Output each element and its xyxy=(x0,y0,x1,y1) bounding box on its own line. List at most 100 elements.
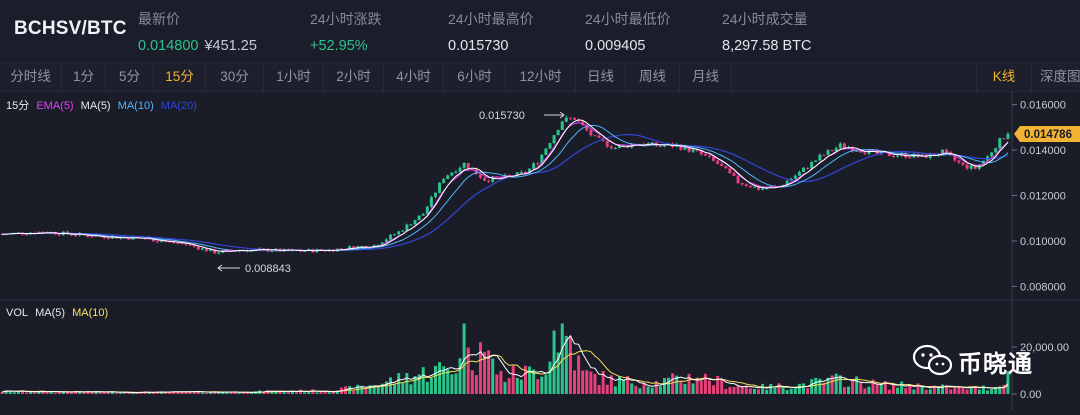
volume-bar xyxy=(180,391,184,394)
candle-body xyxy=(552,135,556,144)
candle-body xyxy=(593,135,597,137)
tab-12h[interactable]: 12小时 xyxy=(506,63,576,91)
volume-bar xyxy=(912,389,916,394)
candle-body xyxy=(438,182,442,193)
candle-body xyxy=(945,149,949,153)
candle-body xyxy=(863,152,867,154)
volume-bar xyxy=(622,379,626,394)
tab-1h[interactable]: 1小时 xyxy=(264,63,324,91)
candle-body xyxy=(830,150,834,152)
tab-kline[interactable]: K线 xyxy=(976,63,1032,91)
watermark: 币晓通 xyxy=(912,343,1033,379)
candle-body xyxy=(164,241,168,243)
legend-ma20: MA(20) xyxy=(160,100,197,112)
volume-bar xyxy=(699,380,703,394)
volume-bar xyxy=(213,391,217,394)
tab-depth-chart[interactable]: 深度图 xyxy=(1032,63,1080,91)
legend-vol-ma10: MA(10) xyxy=(72,307,109,319)
volume-bar xyxy=(846,386,850,394)
volume-bar xyxy=(528,366,532,394)
volume-bar xyxy=(16,391,20,394)
tab-weekly[interactable]: 周线 xyxy=(626,63,680,91)
volume-bar xyxy=(707,380,711,394)
volume-bar xyxy=(654,381,658,394)
candle-body xyxy=(662,145,666,147)
tab-1min[interactable]: 1分 xyxy=(62,63,106,91)
volume-bar xyxy=(217,392,221,394)
tab-timeline[interactable]: 分时线 xyxy=(0,63,62,91)
volume-bar xyxy=(368,385,372,394)
volume-bar xyxy=(589,371,593,394)
candle-body xyxy=(691,149,695,152)
tab-15min[interactable]: 15分 xyxy=(154,63,206,91)
volume-bar xyxy=(581,370,585,394)
volume-bar xyxy=(429,377,433,394)
volume-bar xyxy=(204,393,208,394)
candle-body xyxy=(147,238,151,240)
tab-30min[interactable]: 30分 xyxy=(206,63,264,91)
volume-bar xyxy=(57,391,61,394)
volume-bar xyxy=(785,390,789,394)
candle-body xyxy=(957,160,961,163)
volume-bar xyxy=(818,378,822,394)
candle-body xyxy=(577,119,581,122)
volume-bar xyxy=(474,375,478,394)
stat-label: 24小时涨跌 xyxy=(310,11,382,27)
watermark-text: 币晓通 xyxy=(958,350,1033,378)
volume-bar xyxy=(732,387,736,394)
stat-last-price: 最新价 0.014800 ¥451.25 xyxy=(138,9,257,54)
candle-body xyxy=(446,175,450,180)
chart-canvas[interactable]: 0.016000 0.014000 0.012000 0.010000 0.008000… xyxy=(0,91,1080,410)
volume-bar xyxy=(548,361,552,394)
candle-body xyxy=(585,125,589,131)
candle-body xyxy=(204,248,208,252)
candle-body xyxy=(409,224,413,226)
candle-body xyxy=(209,249,213,252)
candle-body xyxy=(86,235,90,237)
volume-bar xyxy=(646,386,650,394)
volume-bar xyxy=(507,378,511,394)
tab-monthly[interactable]: 月线 xyxy=(680,63,732,91)
volume-bar xyxy=(515,377,519,394)
candle-body xyxy=(650,142,654,144)
tab-daily[interactable]: 日线 xyxy=(576,63,626,91)
volume-bar xyxy=(834,373,838,394)
volume-bar xyxy=(511,365,515,394)
tab-5min[interactable]: 5分 xyxy=(106,63,154,91)
volume-bar xyxy=(155,392,159,394)
candle-body xyxy=(757,186,761,190)
volume-bar xyxy=(740,385,744,394)
volume-bar xyxy=(225,392,229,394)
candle-body xyxy=(859,150,863,153)
candle-body xyxy=(401,230,405,232)
volume-bar xyxy=(658,386,662,394)
candle-body xyxy=(483,177,487,181)
volume-bar xyxy=(462,323,466,394)
candle-body xyxy=(519,171,523,173)
volume-bar xyxy=(789,388,793,394)
candle-body xyxy=(961,162,965,165)
volume-bar xyxy=(691,383,695,394)
candle-body xyxy=(491,176,495,182)
kline-chart[interactable]: 0.016000 0.014000 0.012000 0.010000 0.008000… xyxy=(0,91,1080,410)
volume-bar xyxy=(119,392,123,394)
tab-4h[interactable]: 4小时 xyxy=(384,63,444,91)
price-legend: 15分 EMA(5) MA(5) MA(10) MA(20) xyxy=(6,97,201,113)
tab-6h[interactable]: 6小时 xyxy=(444,63,506,91)
candle-body xyxy=(744,184,748,186)
tab-2h[interactable]: 2小时 xyxy=(324,63,384,91)
volume-layer xyxy=(0,323,1010,394)
volume-bar xyxy=(20,390,24,394)
volume-bar xyxy=(229,391,233,394)
legend-vol: VOL xyxy=(6,307,29,319)
volume-axis: 20,000.00 0.00 xyxy=(1012,342,1069,401)
volume-bar xyxy=(961,386,965,394)
volume-bar xyxy=(12,392,16,394)
candle-body xyxy=(151,238,155,242)
candle-body xyxy=(70,234,74,236)
volume-bar xyxy=(564,335,568,394)
volume-bar xyxy=(871,379,875,394)
candle-body xyxy=(814,160,818,162)
volume-bar xyxy=(249,392,253,394)
volume-bar xyxy=(556,352,560,394)
